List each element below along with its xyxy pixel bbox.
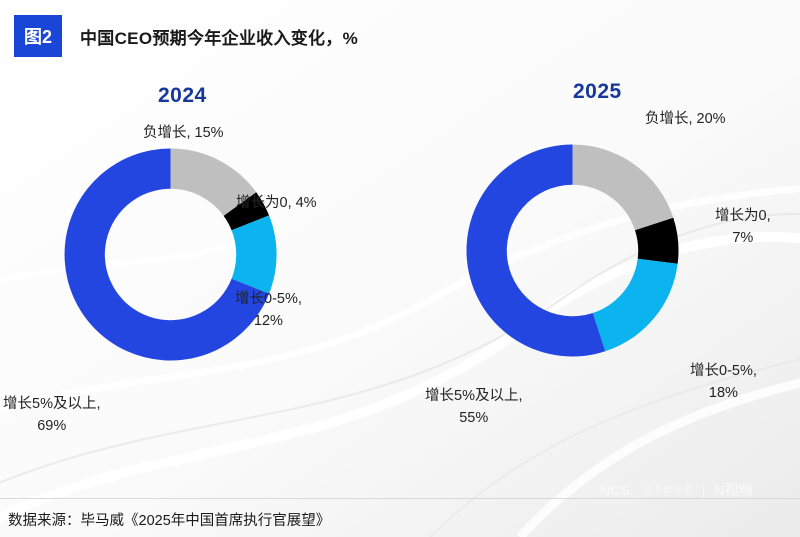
page-title: 中国CEO预期今年企业收入变化，%: [80, 28, 359, 48]
slice-label-5plus-2025-line2: 55%: [459, 410, 489, 427]
slice-label-0to5-2025: 增长0-5%, 18%: [690, 360, 757, 405]
donut-slice-0to5-2024: [231, 215, 277, 294]
slice-label-5plus-2024-line2: 69%: [37, 418, 67, 435]
slice-label-5plus-2024-line1: 增长5%及以上,: [3, 396, 101, 412]
watermark-logo-nvideo: N视频: [714, 482, 753, 499]
data-source-note: 数据来源：毕马威《2025年中国首席执行官展望》: [8, 513, 331, 529]
chart-header: 图2 中国CEO预期今年企业收入变化，%: [14, 15, 358, 57]
slice-label-0to5-2024-line2: 12%: [253, 313, 283, 330]
donut-slice-zero-2025: [634, 217, 679, 264]
chart-year-label-2024: 2024: [158, 84, 207, 107]
donut-slice-negative-2024: [170, 148, 257, 216]
donut-slice-5plus-2025: [466, 144, 606, 357]
slice-label-0to5-2024-line1: 增长0-5%,: [235, 291, 302, 307]
chart-year-label-2025: 2025: [573, 80, 622, 103]
slice-label-0to5-2025-line2: 18%: [708, 385, 738, 402]
donut-chart-2024: [58, 142, 283, 367]
watermark: NCS. 南方都市报 N视频: [600, 482, 753, 499]
watermark-divider: [703, 483, 705, 499]
donut-slice-0to5-2025: [592, 258, 678, 352]
donut-slice-5plus-2024: [64, 148, 270, 361]
slice-label-0to5-2024: 增长0-5%, 12%: [235, 288, 302, 333]
chart-panel-2024: 2024 负增长, 15% 增长为0, 4%: [0, 60, 400, 480]
slice-label-zero-2024: 增长为0, 4%: [236, 195, 317, 211]
slice-label-5plus-2025: 增长5%及以上, 55%: [425, 385, 523, 430]
chart-panel-2025: 2025 负增长, 20% 增长为0,: [385, 60, 785, 480]
watermark-publisher-text: 南方都市报: [643, 485, 694, 496]
watermark-nvideo-text: N视频: [714, 482, 753, 499]
watermark-logo-ncs: NCS.: [600, 482, 634, 499]
slice-label-zero-2025-line2: 7%: [732, 230, 754, 247]
donut-svg-2025: [466, 144, 679, 357]
slice-label-negative-2025: 负增长, 20%: [645, 111, 726, 127]
donut-slice-zero-2024: [223, 192, 270, 231]
donut-chart-2025: [460, 138, 685, 363]
watermark-ncs-text: NCS.: [600, 482, 634, 499]
figure-badge: 图2: [14, 15, 62, 57]
slice-label-negative-2024: 负增长, 15%: [143, 125, 224, 141]
charts-container: 2024 负增长, 15% 增长为0, 4%: [0, 60, 800, 480]
slice-label-zero-2025-line1: 增长为0,: [715, 208, 771, 224]
footer-divider: [0, 498, 800, 499]
slice-label-0to5-2025-line1: 增长0-5%,: [690, 363, 757, 379]
watermark-publisher: 南方都市报: [643, 485, 694, 496]
slice-label-5plus-2025-line1: 增长5%及以上,: [425, 388, 523, 404]
slice-label-zero-2025: 增长为0, 7%: [715, 205, 771, 250]
slice-label-5plus-2024: 增长5%及以上, 69%: [3, 393, 101, 438]
donut-svg-2024: [64, 148, 277, 361]
donut-slice-negative-2025: [572, 144, 674, 231]
